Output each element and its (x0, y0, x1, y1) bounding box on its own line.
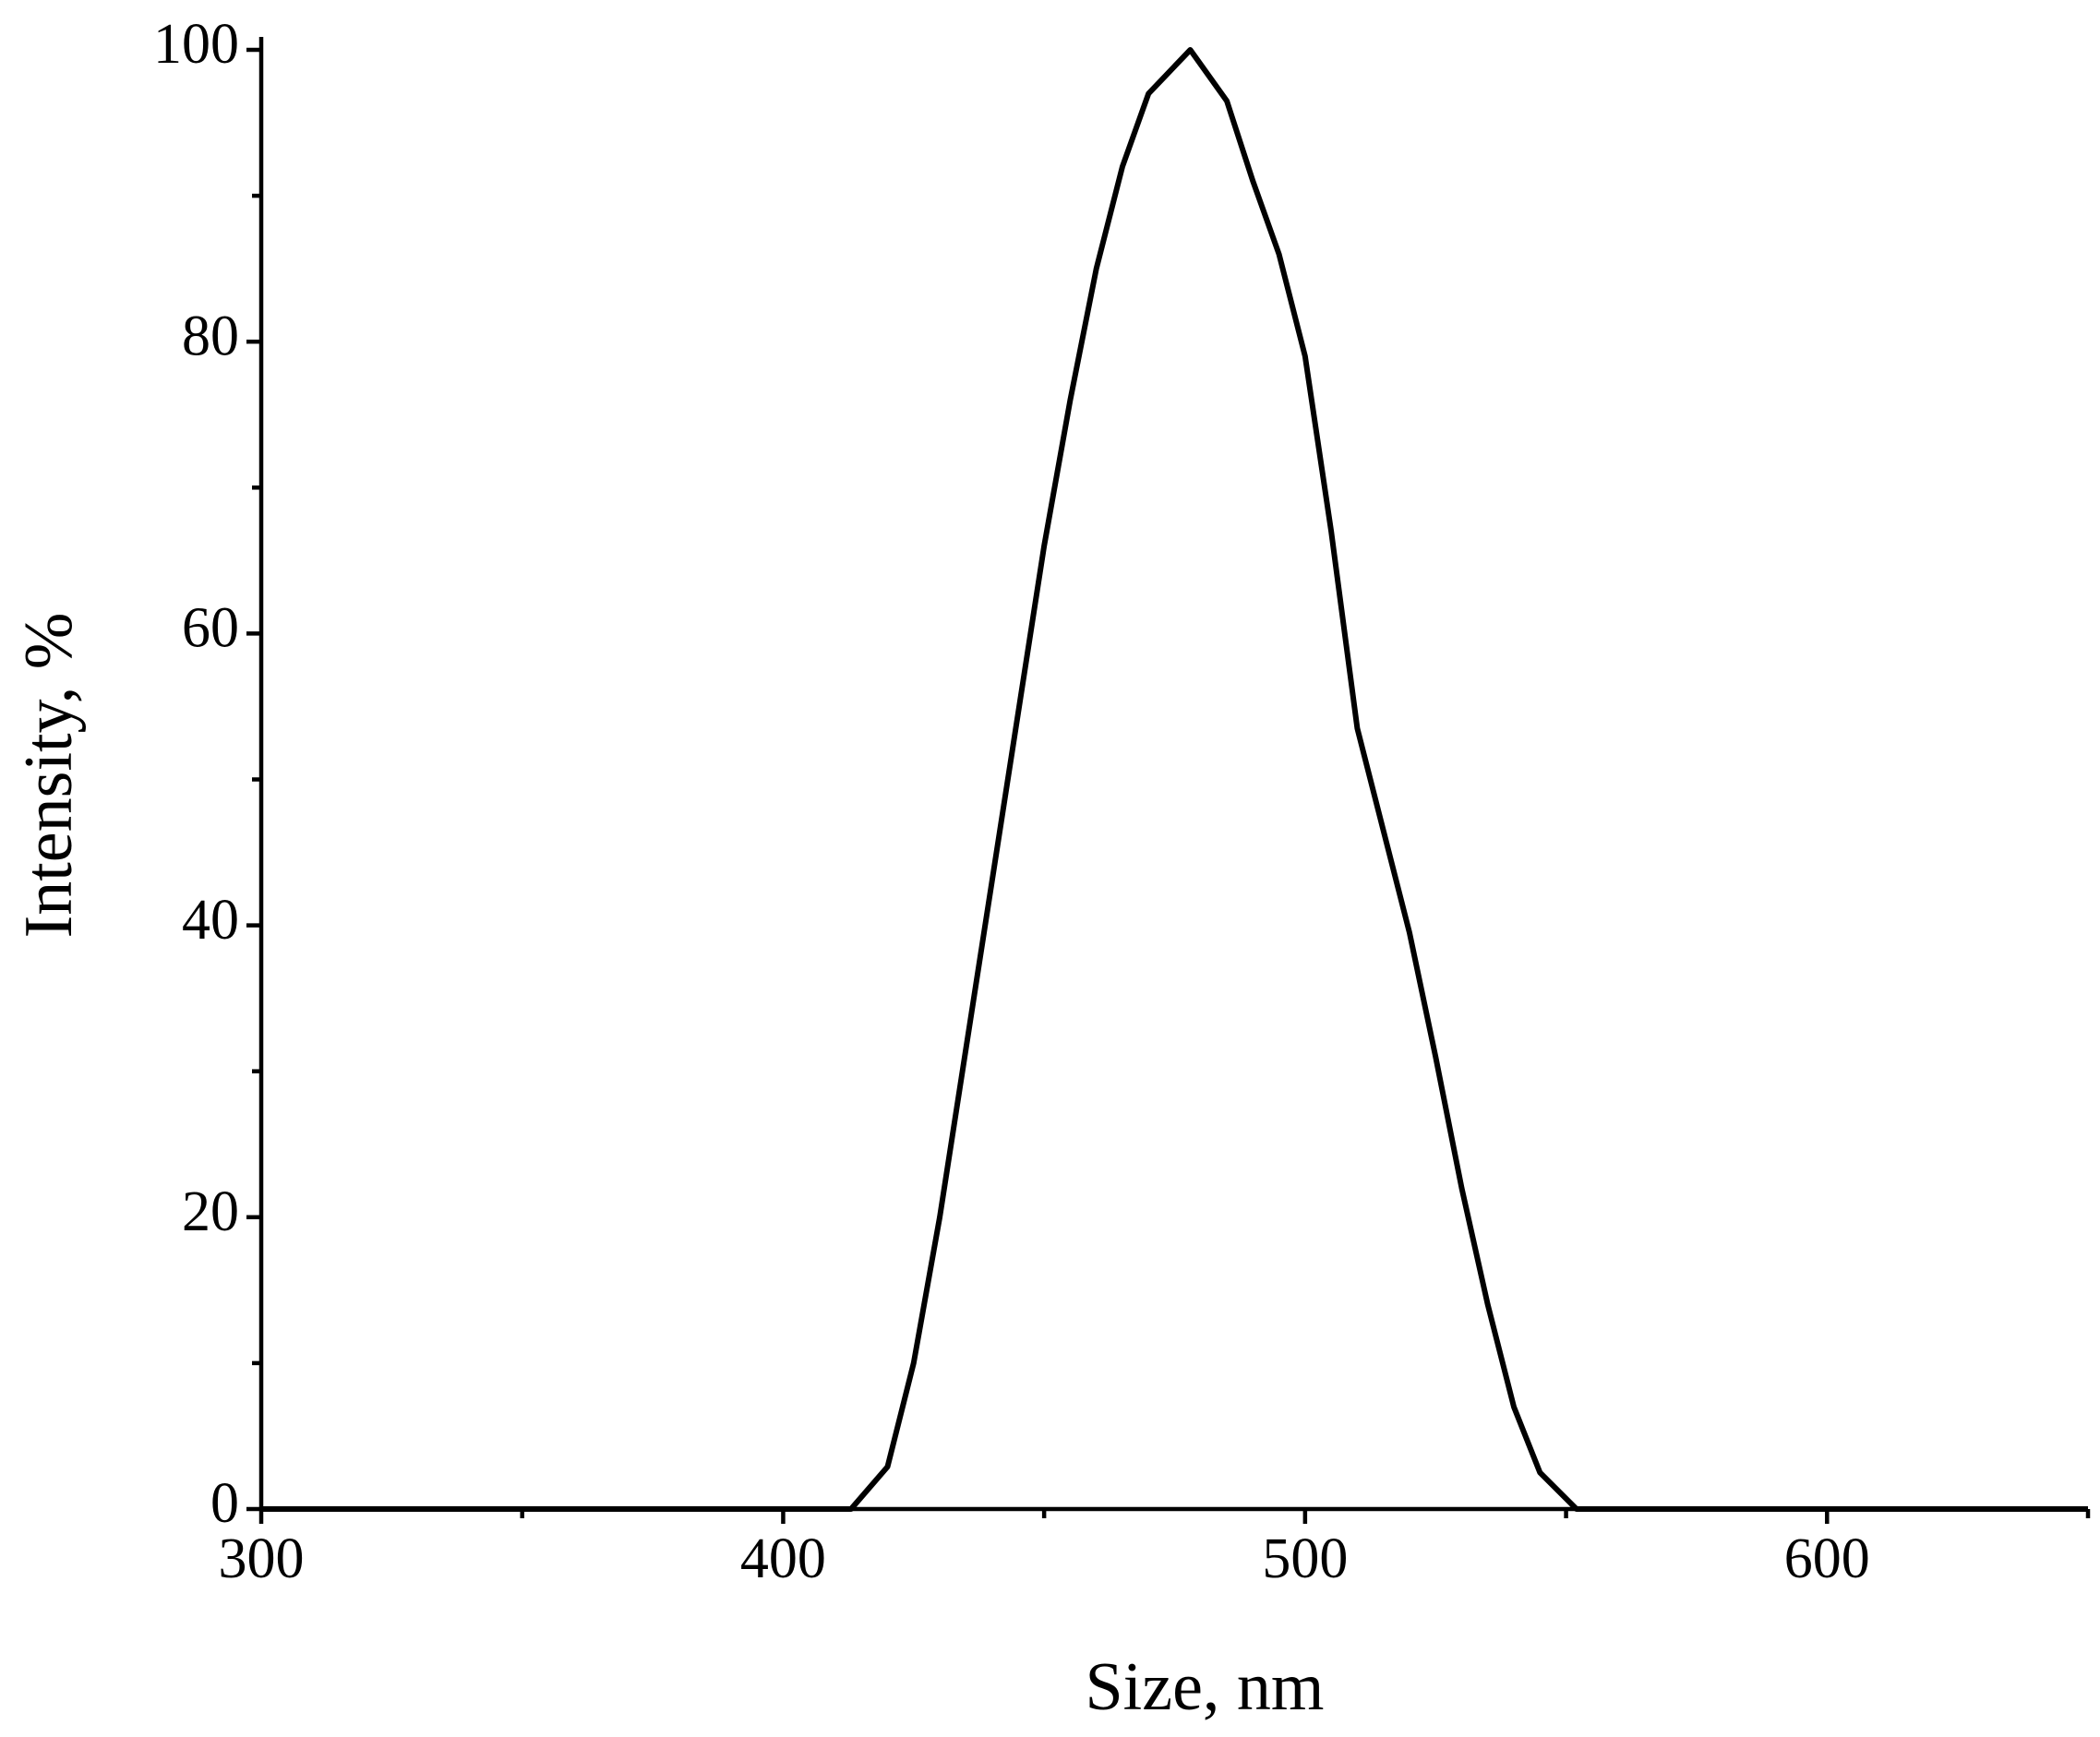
y-tick-label: 40 (182, 889, 239, 952)
x-axis-label: Size, nm (1086, 1649, 1325, 1725)
x-tick-label: 300 (219, 1527, 305, 1590)
y-axis-label: Intensity, % (11, 613, 87, 939)
y-tick-label: 100 (153, 13, 239, 76)
y-tick-label: 20 (182, 1180, 239, 1243)
y-tick-label: 0 (210, 1472, 239, 1535)
x-tick-label: 600 (1784, 1527, 1870, 1590)
y-tick-label: 60 (182, 597, 239, 660)
x-tick-label: 400 (740, 1527, 826, 1590)
y-tick-label: 80 (182, 305, 239, 367)
data-line (261, 47, 2088, 1512)
x-tick-label: 500 (1262, 1527, 1348, 1590)
